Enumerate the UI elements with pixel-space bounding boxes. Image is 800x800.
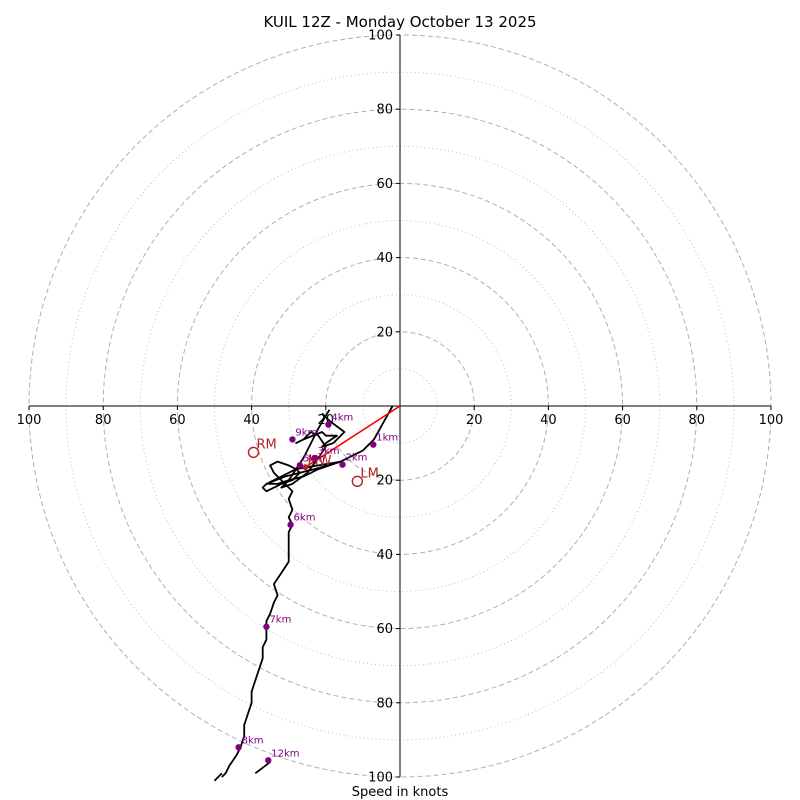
wind-traces bbox=[213, 405, 394, 782]
chart-title: KUIL 12Z - Monday October 13 2025 bbox=[263, 13, 536, 31]
height-marker bbox=[339, 461, 346, 468]
hodograph-trace bbox=[221, 405, 394, 778]
height-marker bbox=[263, 623, 270, 630]
y-tick-label: 100 bbox=[368, 771, 393, 786]
rm-label: RM bbox=[256, 437, 276, 452]
height-marker bbox=[289, 436, 296, 443]
height-label: 7km bbox=[269, 615, 291, 626]
x-tick-label: 40 bbox=[540, 413, 557, 428]
height-marker bbox=[235, 744, 242, 751]
hodograph-trace-tail-2 bbox=[254, 761, 271, 775]
height-label: 3km bbox=[318, 446, 340, 457]
x-tick-label: 100 bbox=[759, 413, 784, 428]
height-label: 1km bbox=[376, 433, 398, 444]
lm-label: LM bbox=[360, 466, 378, 481]
height-label: 8km bbox=[242, 735, 264, 746]
x-tick-label: 80 bbox=[95, 413, 112, 428]
y-tick-label: 60 bbox=[376, 177, 393, 192]
rm-marker bbox=[247, 446, 260, 459]
y-tick-label: 40 bbox=[376, 251, 393, 266]
height-label: 2km bbox=[345, 453, 367, 464]
mean-wind-marker bbox=[302, 464, 309, 471]
y-tick-label: 40 bbox=[376, 548, 393, 563]
y-tick-label: 80 bbox=[376, 696, 393, 711]
y-tick-label: 60 bbox=[376, 622, 393, 637]
height-marker bbox=[287, 521, 294, 528]
height-marker bbox=[370, 441, 377, 448]
height-marker bbox=[296, 462, 304, 469]
y-tick-label: 20 bbox=[376, 325, 393, 340]
height-markers: 1km 2km 3km 4km 5km 6km 7km 9km 8km 12km bbox=[235, 413, 398, 764]
hodograph-trace-upper bbox=[280, 409, 346, 489]
height-label: 12km bbox=[271, 748, 299, 759]
x-tick-label: 20 bbox=[466, 413, 483, 428]
y-tick-label: 20 bbox=[376, 474, 393, 489]
height-label: 5km bbox=[303, 453, 325, 464]
x-tick-label: 100 bbox=[17, 413, 42, 428]
hodograph-trace-tail bbox=[213, 772, 223, 782]
x-tick-label: 80 bbox=[689, 413, 706, 428]
x-tick-label: 60 bbox=[614, 413, 631, 428]
height-marker bbox=[311, 454, 318, 462]
y-tick-label: 100 bbox=[368, 29, 393, 44]
y-tick-label: 80 bbox=[376, 103, 393, 118]
bulk-shear-vector bbox=[304, 405, 401, 468]
lm-marker bbox=[351, 475, 364, 488]
height-label: 4km bbox=[331, 413, 353, 424]
x-tick-label: 40 bbox=[243, 413, 260, 428]
x-tick-label: 60 bbox=[169, 413, 186, 428]
shear-vector bbox=[304, 405, 401, 468]
height-label: 6km bbox=[294, 513, 316, 524]
height-marker bbox=[265, 757, 272, 764]
x-axis-label: Speed in knots bbox=[352, 785, 449, 800]
height-marker bbox=[325, 421, 332, 428]
height-label: 9km bbox=[295, 427, 317, 438]
